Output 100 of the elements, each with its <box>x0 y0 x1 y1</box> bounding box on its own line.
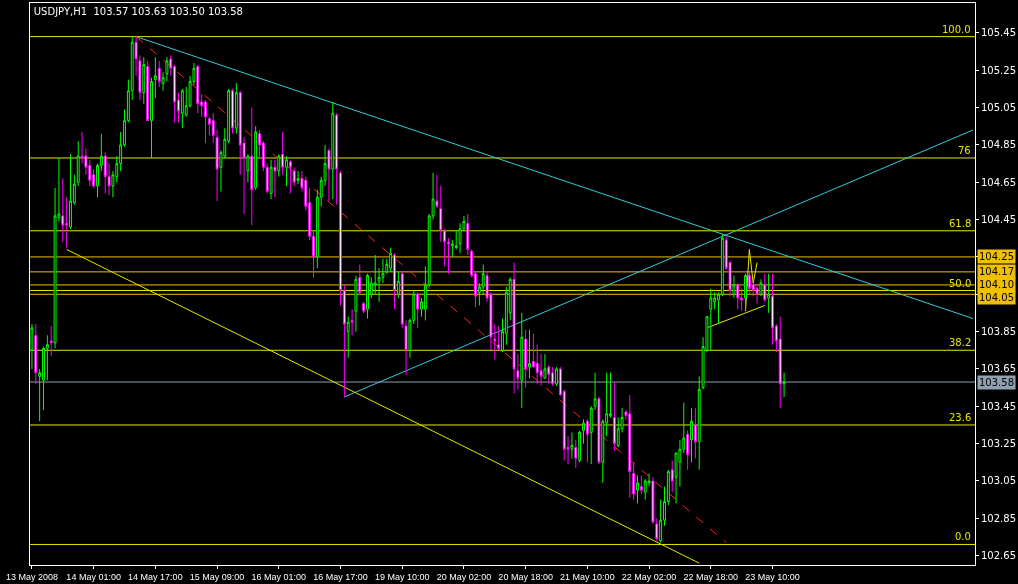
candlestick <box>231 88 234 135</box>
candlestick <box>767 273 771 314</box>
y-tick-label: 104.65 <box>981 176 1016 188</box>
y-tick-label: 103.45 <box>981 400 1016 412</box>
candlestick <box>512 262 516 394</box>
x-tick-label: 22 May 02:00 <box>621 571 677 582</box>
annotation: 100.0 <box>942 24 971 35</box>
ref-line-label: 104.17 <box>979 266 1014 277</box>
candlestick <box>585 418 589 463</box>
x-tick-label: 16 May 17:00 <box>313 571 368 582</box>
candlestick <box>269 159 273 200</box>
candlestick <box>670 459 674 493</box>
candlestick <box>285 155 288 187</box>
chart-title: USDJPY,H1 103.57 103.63 103.50 103.58 <box>33 6 243 17</box>
candlestick <box>551 366 555 387</box>
ref-line-label: 104.10 <box>979 279 1014 290</box>
candlestick <box>296 170 300 185</box>
x-tick-label: 23 May 10:00 <box>745 571 800 582</box>
candlestick <box>358 263 362 295</box>
y-tick-label: 104.45 <box>981 214 1016 226</box>
y-tick-label: 105.45 <box>981 27 1016 39</box>
x-tick-label: 20 May 18:00 <box>498 571 553 582</box>
candlestick <box>366 273 369 320</box>
candlestick <box>69 153 72 230</box>
y-tick-label: 103.85 <box>981 326 1016 338</box>
y-tick-label: 103.25 <box>981 438 1016 450</box>
candlestick <box>362 301 366 314</box>
ref-line-label: 104.25 <box>979 251 1014 262</box>
annotation: 23.6 <box>949 412 972 423</box>
y-tick-label: 103.65 <box>981 363 1016 375</box>
y-tick-label: 102.65 <box>981 550 1016 562</box>
candlestick <box>34 323 38 385</box>
candlestick <box>396 271 400 299</box>
candlestick <box>354 275 358 333</box>
candlestick <box>389 247 393 273</box>
candlestick <box>709 288 713 351</box>
candlestick <box>543 353 547 379</box>
annotation: 38.2 <box>949 337 972 348</box>
y-tick-label: 104.85 <box>981 139 1016 151</box>
candlestick <box>759 278 763 297</box>
candlestick <box>327 148 331 202</box>
y-tick-label: 102.85 <box>981 512 1016 524</box>
candlestick <box>574 439 578 469</box>
candlestick <box>639 474 643 495</box>
x-tick-label: 16 May 01:00 <box>251 571 307 582</box>
candlestick <box>628 394 632 499</box>
candlestick <box>744 273 747 310</box>
ref-line-label: 103.58 <box>979 377 1014 388</box>
candlestick <box>582 418 585 445</box>
candlestick <box>528 329 531 379</box>
candlestick <box>150 77 153 159</box>
y-tick-label: 105.25 <box>981 64 1016 76</box>
candlestick <box>157 60 161 88</box>
candlestick <box>292 166 296 187</box>
x-tick-label: 14 May 17:00 <box>128 571 183 582</box>
candlestick <box>466 213 470 256</box>
candlestick <box>30 323 34 370</box>
x-tick-label: 20 May 02:00 <box>436 571 492 582</box>
candlestick <box>153 56 157 99</box>
y-tick-label: 103.05 <box>981 475 1016 487</box>
candlestick <box>736 282 740 310</box>
y-tick-label: 105.05 <box>981 102 1016 114</box>
candlestick <box>763 273 767 303</box>
candlestick <box>393 252 396 310</box>
candlestick <box>732 275 736 299</box>
x-tick-label: 14 May 01:00 <box>66 571 121 582</box>
candlestick <box>281 131 285 176</box>
x-tick-label: 13 May 2008 <box>5 571 58 582</box>
x-tick-label: 22 May 18:00 <box>683 571 739 582</box>
candlestick <box>693 407 697 460</box>
candlestick <box>416 291 420 329</box>
candlestick <box>555 366 558 387</box>
candlestick <box>346 316 350 359</box>
candlestick <box>578 430 582 463</box>
candlestick <box>636 474 639 504</box>
candlestick <box>520 312 524 409</box>
annotation: 76 <box>958 145 971 156</box>
candlestick <box>288 159 292 194</box>
candlestick <box>331 101 335 200</box>
candlestick <box>49 325 53 357</box>
candlestick <box>612 381 616 452</box>
candlestick <box>632 461 636 501</box>
candlestick <box>234 82 238 135</box>
ref-line-label: 104.05 <box>979 292 1014 303</box>
candlestick <box>246 153 250 183</box>
candlestick <box>686 430 690 471</box>
candlestick <box>547 364 551 385</box>
candlestick <box>747 271 751 295</box>
candlestick <box>755 284 759 305</box>
candlestick <box>273 159 277 198</box>
candlestick <box>350 308 354 336</box>
candlestick <box>146 60 150 122</box>
annotation: 0.0 <box>955 531 971 542</box>
candlestick <box>597 396 601 465</box>
candlestick <box>180 88 184 129</box>
candlestick <box>643 478 647 501</box>
candlestick <box>524 329 528 389</box>
candlestick <box>778 316 782 409</box>
candlestick <box>196 64 200 114</box>
candlestick <box>335 112 339 206</box>
